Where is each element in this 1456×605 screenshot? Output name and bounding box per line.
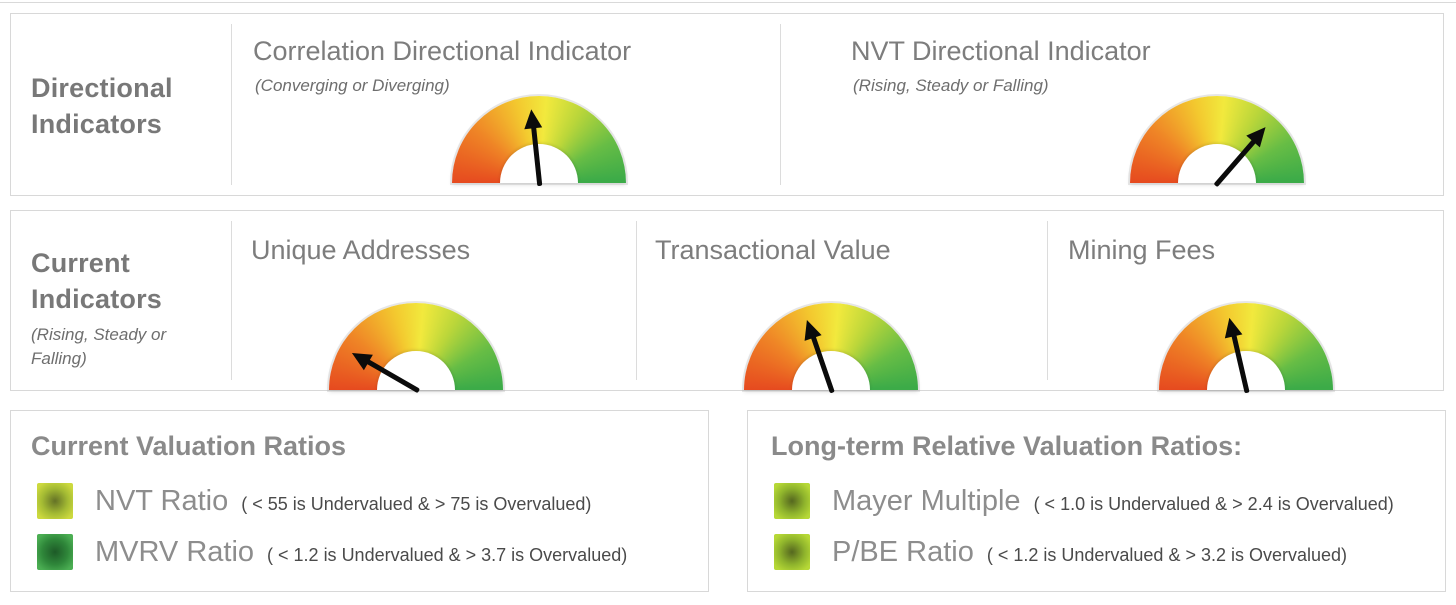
mayer-multiple-swatch-icon [774,483,810,519]
mvrv-ratio-swatch-icon [37,534,73,570]
current-valuation-panel: Current Valuation Ratios NVT Ratio ( < 5… [10,410,709,592]
top-divider [0,2,1456,3]
unique-addresses-title: Unique Addresses [251,235,471,265]
nvt-directional-gauge [1130,96,1304,187]
panel-divider [780,24,781,185]
unique-addresses-gauge [329,303,503,394]
correlation-gauge [452,96,626,187]
pbe-ratio-label: P/BE Ratio [832,535,974,568]
nvt-indicator-title: NVT Directional Indicator [851,36,1151,66]
directional-indicators-label: Directional Indicators [31,73,173,139]
mvrv-ratio-range: ( < 1.2 is Undervalued & > 3.7 is Overva… [267,544,628,565]
correlation-indicator-subtitle: (Converging or Diverging) [255,76,450,95]
current-valuation-title: Current Valuation Ratios [31,431,347,461]
pbe-ratio-swatch-icon [774,534,810,570]
pbe-ratio-range: ( < 1.2 is Undervalued & > 3.2 is Overva… [986,544,1348,565]
current-indicators-sublabel: (Rising, Steady or Falling) [31,325,167,368]
mvrv-ratio-label: MVRV Ratio [95,535,255,568]
correlation-indicator-title: Correlation Directional Indicator [253,36,632,66]
mayer-multiple-row: Mayer Multiple ( < 1.0 is Undervalued & … [774,481,1394,521]
mayer-multiple-range: ( < 1.0 is Undervalued & > 2.4 is Overva… [1033,493,1394,514]
mining-fees-title: Mining Fees [1068,235,1216,265]
mining-fees-gauge [1159,303,1333,394]
nvt-ratio-label: NVT Ratio [95,484,229,517]
mvrv-ratio-row: MVRV Ratio ( < 1.2 is Undervalued & > 3.… [37,532,627,572]
panel-divider [1047,221,1048,380]
longterm-valuation-title: Long-term Relative Valuation Ratios: [771,431,1243,461]
transactional-value-gauge [744,303,918,394]
panel-divider [231,24,232,185]
mayer-multiple-label: Mayer Multiple [832,484,1021,517]
current-indicators-panel: Current Indicators (Rising, Steady or Fa… [10,210,1444,394]
panel-divider [636,221,637,380]
nvt-indicator-subtitle: (Rising, Steady or Falling) [853,76,1049,95]
longterm-valuation-panel: Long-term Relative Valuation Ratios: May… [747,410,1446,592]
nvt-ratio-swatch-icon [37,483,73,519]
pbe-ratio-row: P/BE Ratio ( < 1.2 is Undervalued & > 3.… [774,532,1347,572]
panel-divider [231,221,232,380]
current-indicators-label: Current Indicators [31,248,163,314]
transactional-value-title: Transactional Value [655,235,891,265]
nvt-ratio-range: ( < 55 is Undervalued & > 75 is Overvalu… [241,493,592,514]
nvt-ratio-row: NVT Ratio ( < 55 is Undervalued & > 75 i… [37,481,591,521]
directional-indicators-panel: Directional Indicators Correlation Direc… [10,13,1444,196]
